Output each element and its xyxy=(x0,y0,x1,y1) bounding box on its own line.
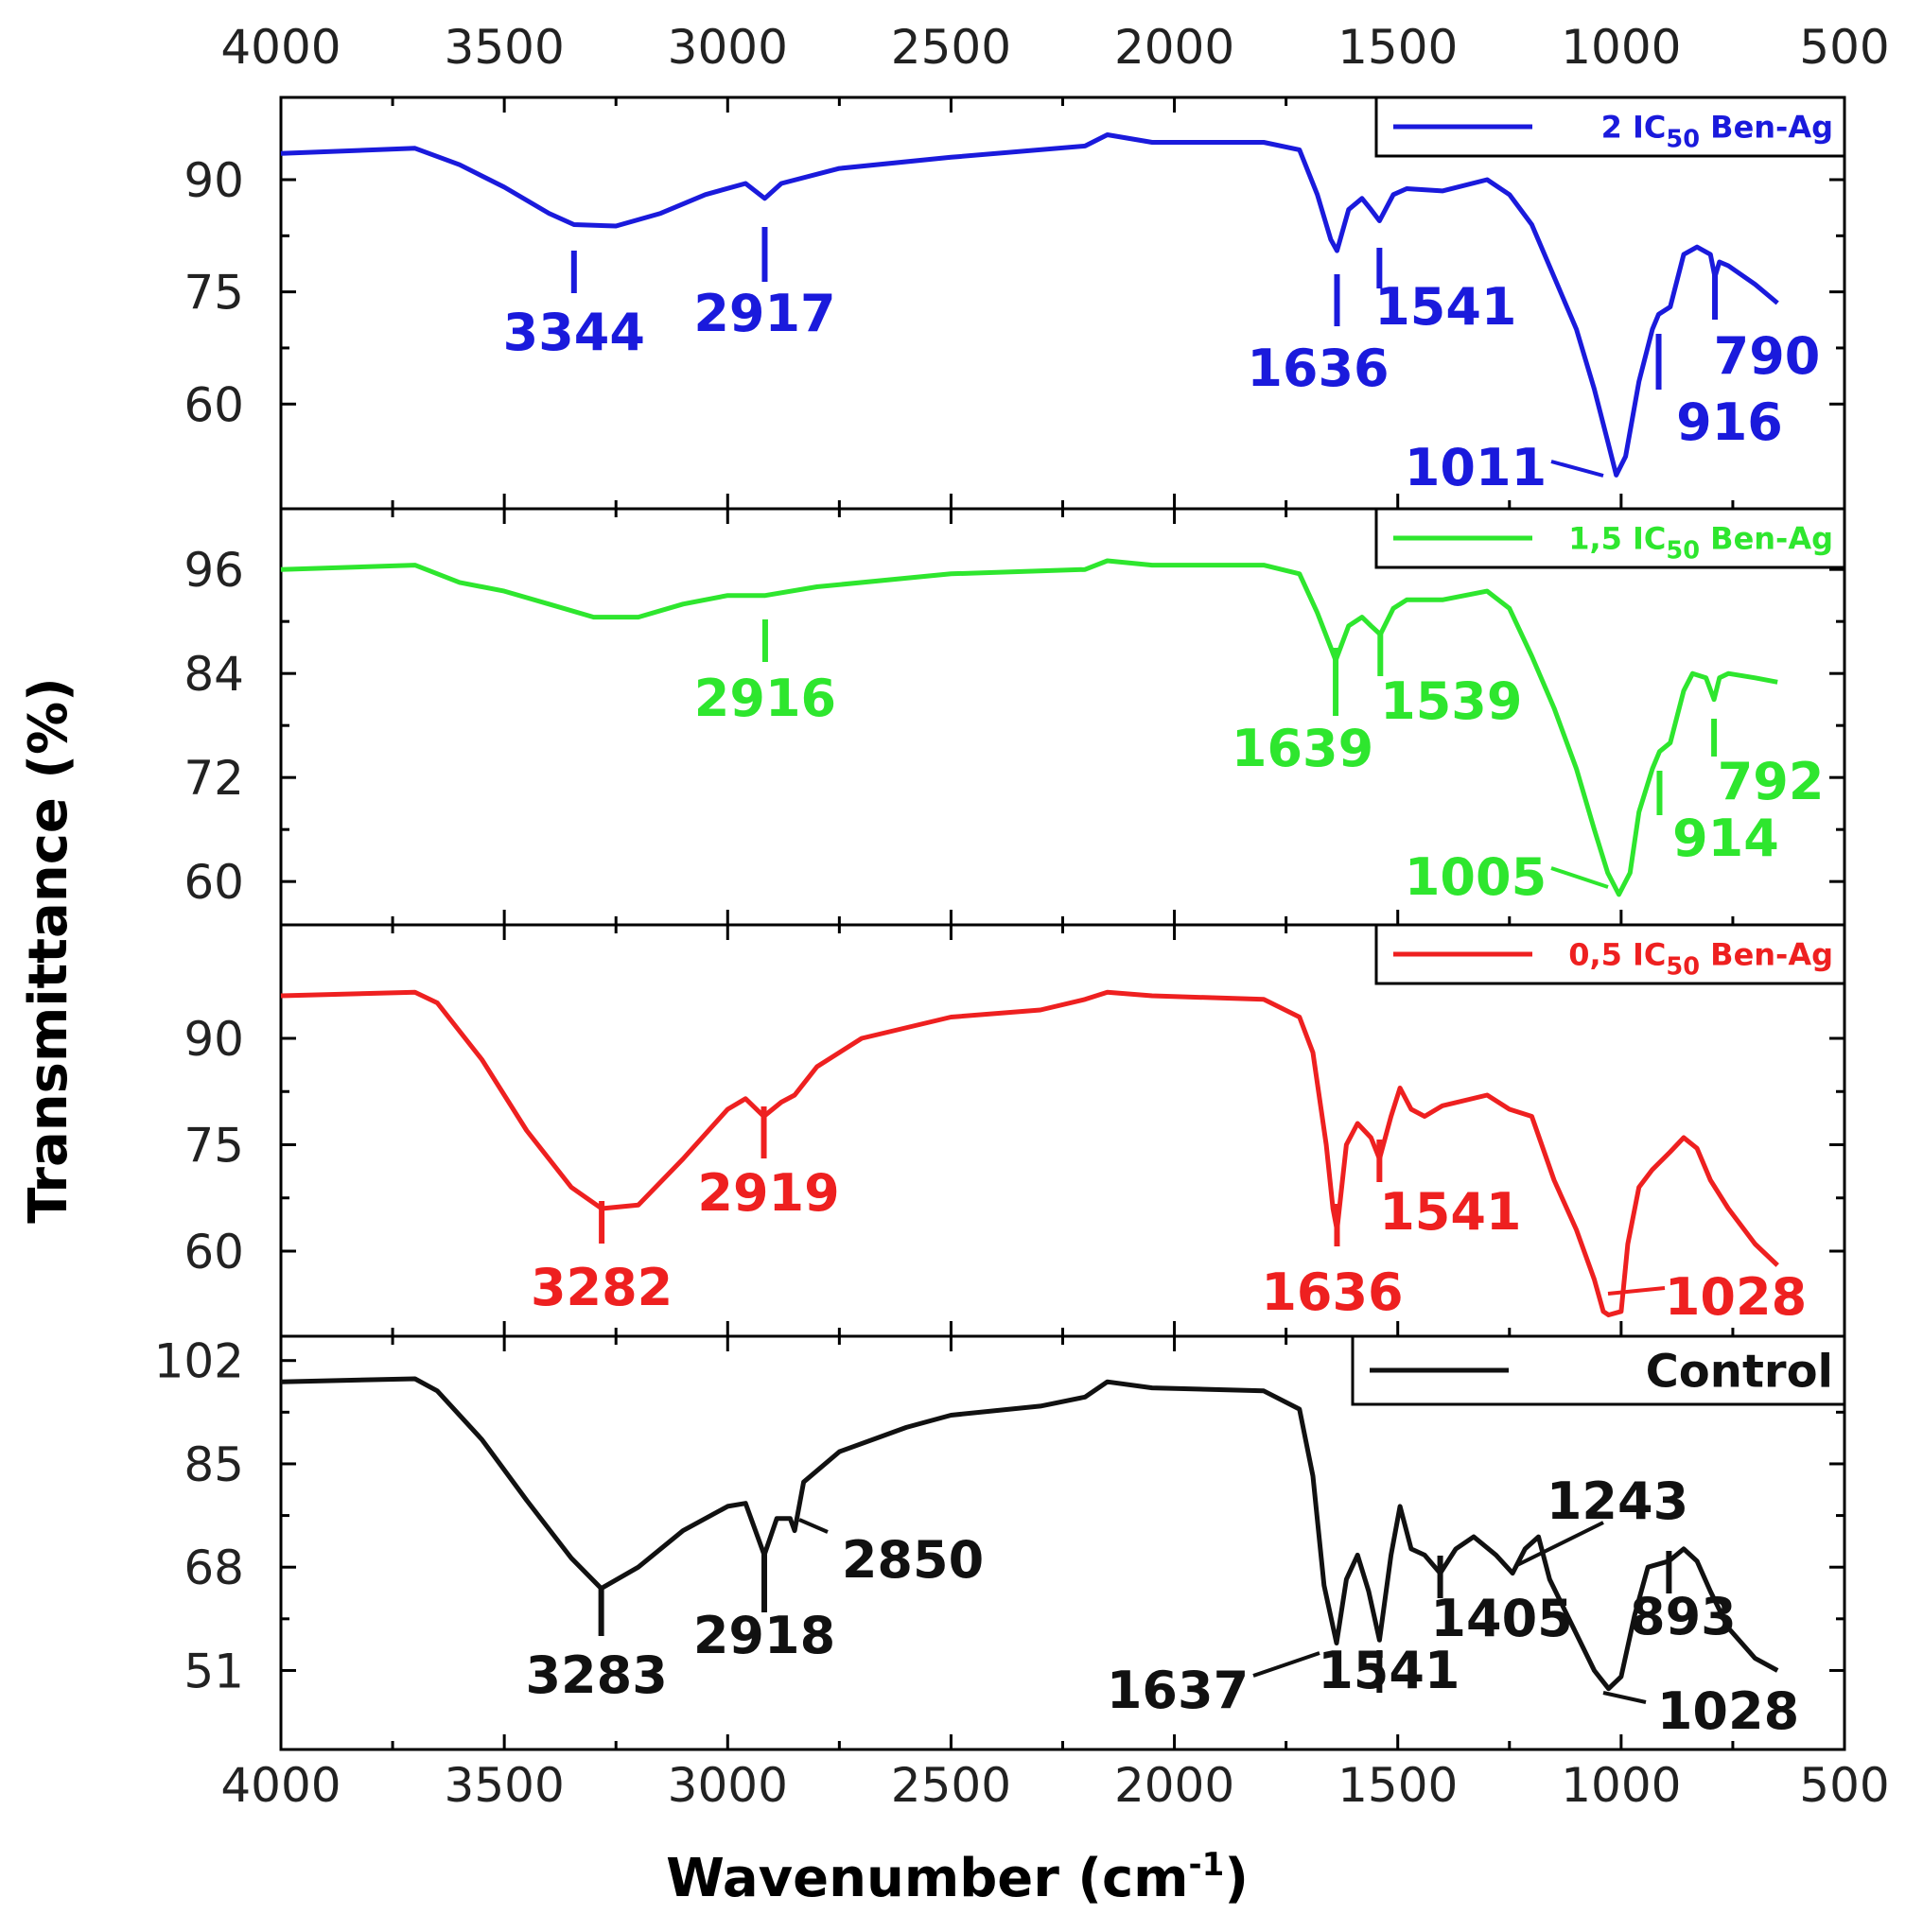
peak-leader xyxy=(1550,866,1609,889)
peak-label: 1005 xyxy=(1405,847,1547,907)
peak-label: 914 xyxy=(1672,809,1779,868)
y-tick-label: 96 xyxy=(184,543,244,598)
y-tick-label: 72 xyxy=(184,751,244,806)
panel-0-5ic50: 60 75 90 0,5 IC50 Ben-Ag 3282 2919 1636 1541 102… xyxy=(184,923,1846,1338)
peak-label: 1637 xyxy=(1107,1661,1249,1720)
peak-leader xyxy=(1607,1286,1666,1296)
peak-label: 1541 xyxy=(1379,1182,1521,1242)
peak-label: 1243 xyxy=(1547,1471,1688,1531)
y-tick-label: 60 xyxy=(184,1225,244,1279)
peak-label: 1636 xyxy=(1247,339,1389,398)
peak-label: 1011 xyxy=(1405,438,1547,497)
x-tick-label-bottom: 2000 xyxy=(1114,1758,1234,1813)
series-line xyxy=(280,132,1779,478)
peak-label: 2917 xyxy=(693,284,835,343)
peak-label: 1636 xyxy=(1261,1262,1403,1322)
x-tick-label-bottom: 500 xyxy=(1799,1758,1889,1813)
x-tick-label-bottom: 3500 xyxy=(445,1758,565,1813)
y-tick-label: 51 xyxy=(184,1644,244,1698)
y-tick-label: 60 xyxy=(184,855,244,910)
peak-label: 2919 xyxy=(697,1163,839,1223)
peak-leader xyxy=(1252,1651,1320,1678)
peak-label: 792 xyxy=(1718,752,1825,811)
peak-label: 3283 xyxy=(525,1645,667,1705)
peak-label: 1541 xyxy=(1318,1641,1460,1700)
x-tick-label-bottom: 3000 xyxy=(668,1758,788,1813)
x-tick-label-top: 3500 xyxy=(445,20,565,75)
x-tick-label-bottom: 1000 xyxy=(1561,1758,1681,1813)
peak-label: 1028 xyxy=(1665,1267,1807,1327)
x-tick-label-top: 2500 xyxy=(891,20,1011,75)
x-tick-label-top: 1500 xyxy=(1337,20,1458,75)
x-tick-label-bottom: 2500 xyxy=(891,1758,1011,1813)
peak-leader xyxy=(1514,1521,1604,1568)
peak-label: 790 xyxy=(1714,326,1821,386)
peak-label: 893 xyxy=(1630,1587,1737,1646)
x-tick-label-top: 4000 xyxy=(220,20,341,75)
series-line xyxy=(280,989,1779,1317)
peak-label: 3282 xyxy=(531,1258,673,1317)
series-line xyxy=(280,1376,1779,1692)
x-axis-bottom: 4000 3500 3000 2500 2000 1500 1000 500 xyxy=(220,1758,1889,1813)
x-tick-label-top: 500 xyxy=(1799,20,1889,75)
y-tick-label: 85 xyxy=(184,1437,244,1492)
legend-label: 0,5 IC50 Ben-Ag xyxy=(1568,937,1833,982)
x-axis-title: Wavenumber (cm-1) xyxy=(666,1846,1249,1909)
peak-leader xyxy=(1550,460,1604,478)
peak-label: 916 xyxy=(1676,392,1783,452)
legend-label: Control xyxy=(1646,1345,1833,1398)
peak-leader xyxy=(1602,1691,1647,1704)
peak-label: 1541 xyxy=(1374,277,1516,337)
peak-leader xyxy=(798,1518,829,1534)
peak-label: 1405 xyxy=(1430,1589,1572,1648)
legend-label: 1,5 IC50 Ben-Ag xyxy=(1568,521,1833,566)
y-tick-label: 84 xyxy=(184,647,244,702)
y-tick-label: 102 xyxy=(154,1334,244,1389)
peak-label: 2916 xyxy=(694,669,836,728)
peak-label: 1639 xyxy=(1232,719,1373,778)
panel-frame xyxy=(279,923,1846,1338)
peak-label: 2850 xyxy=(842,1530,984,1590)
series-line xyxy=(280,558,1778,897)
peak-label: 2918 xyxy=(693,1606,835,1665)
legend-label: 2 IC50 Ben-Ag xyxy=(1601,110,1833,154)
x-tick-label-top: 3000 xyxy=(668,20,788,75)
y-tick-label: 75 xyxy=(184,266,244,321)
y-tick-label: 90 xyxy=(184,1012,244,1067)
x-tick-label-bottom: 1500 xyxy=(1337,1758,1458,1813)
y-axis-title: Transmittance (%) xyxy=(18,677,79,1223)
x-axis-top: 4000 3500 3000 2500 2000 1500 1000 500 xyxy=(220,20,1889,75)
peak-label: 3344 xyxy=(503,303,645,362)
y-tick-label: 75 xyxy=(184,1119,244,1174)
peak-label: 1028 xyxy=(1657,1681,1799,1741)
x-tick-label-bottom: 4000 xyxy=(220,1758,341,1813)
x-tick-label-top: 1000 xyxy=(1561,20,1681,75)
y-tick-label: 90 xyxy=(184,153,244,208)
peak-label: 1539 xyxy=(1380,671,1522,731)
y-tick-label: 60 xyxy=(184,377,244,432)
x-tick-label-top: 2000 xyxy=(1114,20,1234,75)
y-tick-label: 68 xyxy=(184,1540,244,1595)
